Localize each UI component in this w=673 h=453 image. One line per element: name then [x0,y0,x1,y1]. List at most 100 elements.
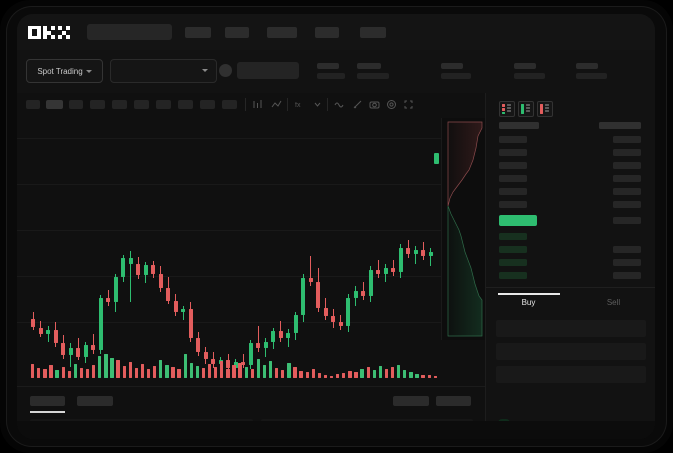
volume-bar [384,369,389,378]
pair-select[interactable] [110,59,217,83]
order-total-field[interactable] [496,366,646,383]
candle [83,116,88,386]
orderbook-ask-row[interactable] [499,188,527,195]
volume-bar [159,360,163,378]
candle [53,116,58,386]
candle [316,116,321,386]
timeframe-9[interactable] [222,100,237,109]
depth-chart-overlay[interactable] [441,118,492,340]
tab-buy[interactable]: Buy [521,298,536,307]
volume-bar [220,361,224,378]
candle [398,116,403,386]
volume-bar [232,365,236,378]
volume-bar [317,373,322,378]
orderbook-ask-row[interactable] [499,149,527,156]
trading-mode-label: Spot Trading [37,66,83,76]
orderbook-ask-size[interactable] [613,162,641,169]
orderbook-bid-row[interactable] [499,272,527,279]
orderbook-ask-size[interactable] [613,149,641,156]
okx-logo-icon[interactable] [28,26,70,39]
orderbook-bid-row[interactable] [499,246,527,253]
orderbook-ask-size[interactable] [613,175,641,182]
order-amount-field[interactable] [496,343,646,360]
search-input[interactable] [87,24,172,40]
volume-bar [372,370,376,378]
orderbook-bid-size[interactable] [613,272,641,279]
orderbook-bid-size[interactable] [613,246,641,253]
timeframe-4[interactable] [112,100,127,109]
orderbook-last-price[interactable] [499,215,537,226]
candle [151,116,156,386]
svg-text:fx: fx [295,102,301,109]
volume-bar [49,365,53,378]
price-chart[interactable] [17,116,485,386]
stat-last-price [317,63,345,79]
nav-item-2[interactable] [225,27,249,38]
indicators-icon[interactable]: fx [293,98,306,111]
orderbook-ask-row[interactable] [499,162,527,169]
timeframe-8[interactable] [200,100,215,109]
candle [368,116,373,386]
fullscreen-icon[interactable] [402,98,415,111]
orderbook-bid-size[interactable] [613,259,641,266]
settings-gear-icon[interactable] [385,98,398,111]
orderbook-divider [486,287,655,288]
volume-bar [244,367,248,378]
orderbook-ask-row[interactable] [499,136,527,143]
timeframe-1[interactable] [46,100,63,109]
nav-item-3[interactable] [267,27,297,38]
current-price-marker [434,153,439,164]
nav-item-4[interactable] [315,27,339,38]
stat-24h-change [357,63,389,79]
tab-order-history[interactable] [77,396,113,406]
trading-mode-selector[interactable]: Spot Trading [26,59,103,83]
timeframe-7[interactable] [178,100,193,109]
timeframe-5[interactable] [134,100,149,109]
candle [301,116,306,386]
tab-sell[interactable]: Sell [606,298,621,307]
action-cancel-all[interactable] [436,396,471,406]
timeframe-0[interactable] [26,100,40,109]
camera-snapshot-icon[interactable] [368,98,381,111]
book-bids-icon[interactable] [518,101,534,117]
nav-item-5[interactable] [360,27,386,38]
drawing-tools-icon[interactable] [351,98,364,111]
orderbook-bid-row[interactable] [499,259,527,266]
candle [383,116,388,386]
candlestick-chart-icon[interactable] [251,98,264,111]
order-price-field[interactable] [496,320,646,337]
bottom-tray [17,421,655,439]
orderbook-ask-row[interactable] [499,175,527,182]
volume-bar [153,366,157,378]
volume-bar [262,365,267,378]
orderbook-ask-row[interactable] [499,201,527,208]
timeframe-6[interactable] [156,100,171,109]
chevron-down-icon[interactable] [311,98,324,111]
candle [331,116,336,386]
orderbook-ask-size[interactable] [613,188,641,195]
volume-bar [104,354,108,378]
candle [113,116,118,386]
timeframe-2[interactable] [69,100,83,109]
nav-item-1[interactable] [185,27,211,38]
orderbook-bid-row[interactable] [499,233,527,240]
timeframe-3[interactable] [90,100,105,109]
line-chart-icon[interactable] [270,98,283,111]
candle [406,116,411,386]
action-hide-other-pairs[interactable] [393,396,429,406]
candle [428,116,433,386]
candle [248,116,253,386]
volume-bar [329,376,334,378]
wave-indicator-icon[interactable] [333,98,346,111]
orderbook-ask-size[interactable] [613,136,641,143]
volume-bar [305,372,309,378]
tab-open-orders[interactable] [30,396,65,406]
orderbook-ask-size[interactable] [613,201,641,208]
book-both-icon[interactable] [499,101,515,117]
candle [226,116,231,386]
stat-24h-volume [576,63,607,79]
book-asks-icon[interactable] [537,101,553,117]
candle [271,116,276,386]
candle [263,116,268,386]
volume-bar [55,370,59,378]
